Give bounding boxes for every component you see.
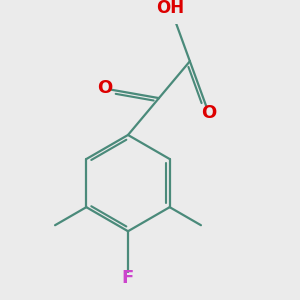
Text: OH: OH	[156, 0, 184, 17]
Text: O: O	[97, 80, 112, 98]
Text: F: F	[122, 269, 134, 287]
Text: O: O	[201, 104, 216, 122]
